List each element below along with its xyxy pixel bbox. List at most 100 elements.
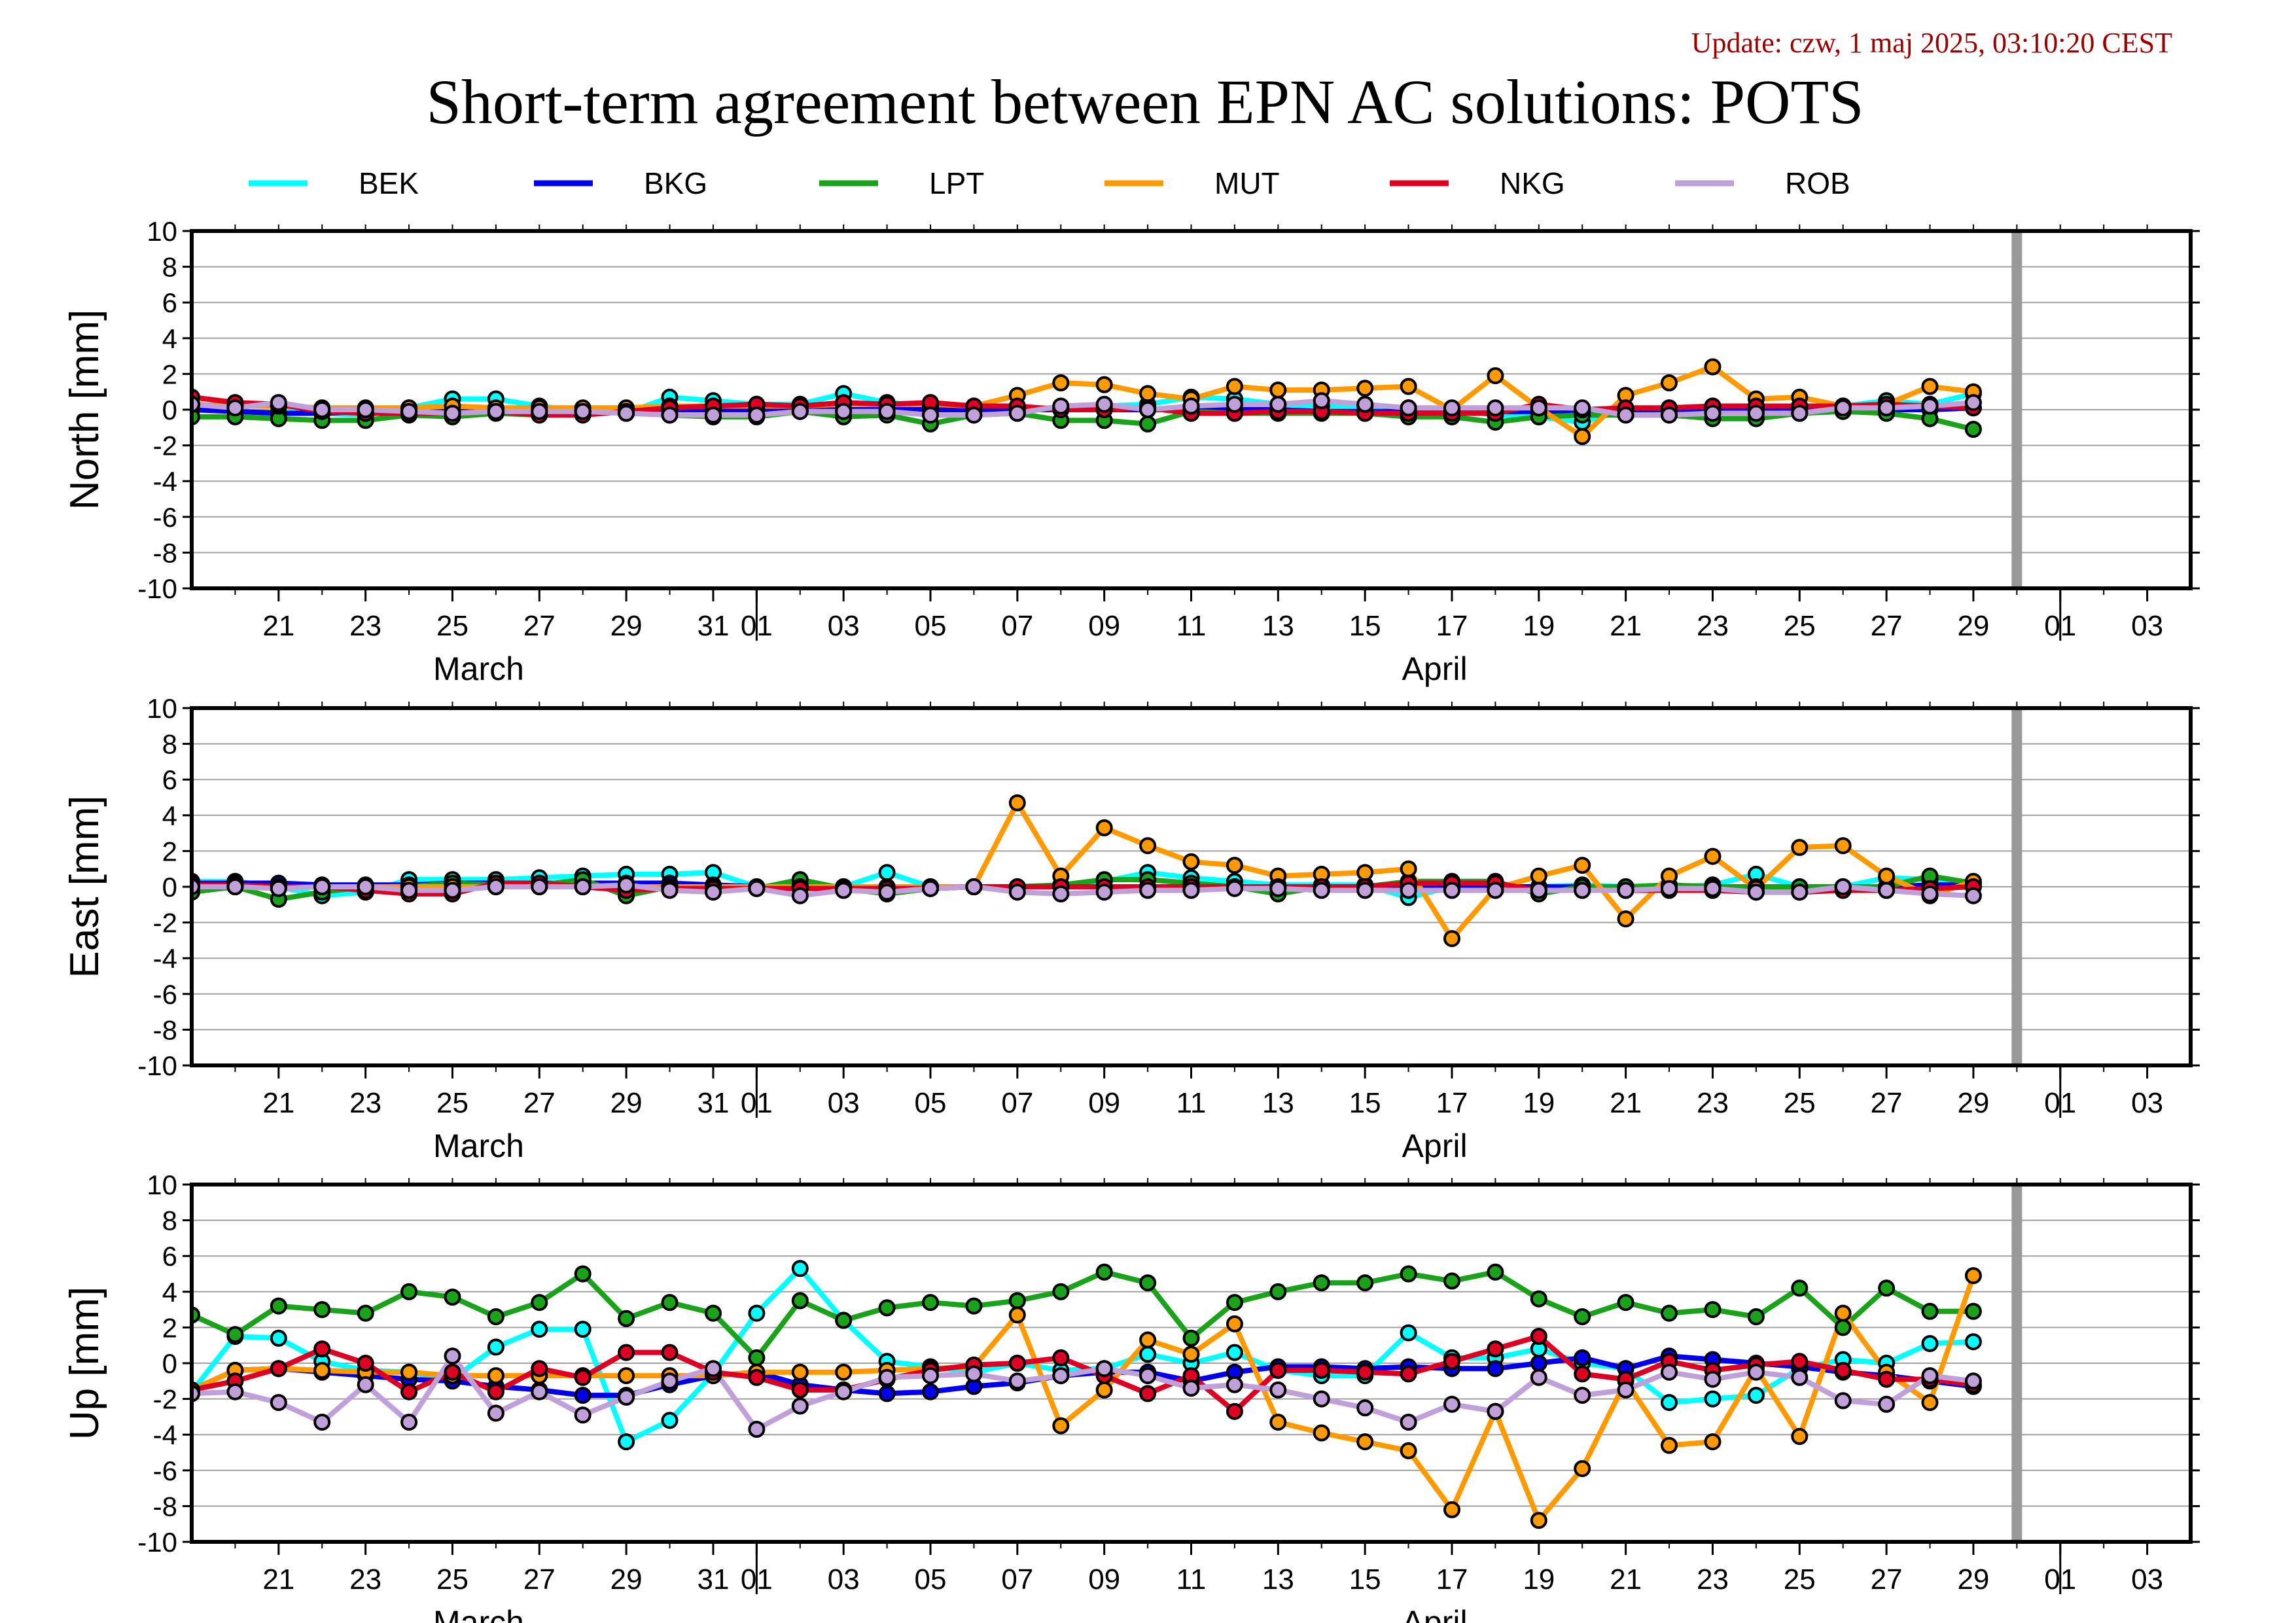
data-point-nkg xyxy=(1834,1361,1852,1379)
data-point-rob xyxy=(531,402,548,420)
data-point-lpt xyxy=(1964,1302,1982,1320)
data-point-rob xyxy=(1921,885,1939,902)
data-point-bek xyxy=(1747,1387,1765,1404)
data-point-lpt xyxy=(226,1326,244,1344)
x-tick-label: 29 xyxy=(610,1563,643,1596)
x-tick-label: 29 xyxy=(610,610,643,642)
legend-label-rob: ROB xyxy=(1785,166,1850,200)
data-point-lpt xyxy=(791,1292,809,1310)
data-point-rob xyxy=(1964,887,1982,904)
data-point-lpt xyxy=(531,1294,548,1311)
data-point-bkg xyxy=(574,1387,592,1404)
data-point-rob xyxy=(791,887,809,904)
data-point-rob xyxy=(705,1360,722,1378)
data-point-rob xyxy=(1356,882,1374,899)
data-point-nkg xyxy=(1139,1385,1157,1402)
x-tick-label: 31 xyxy=(697,610,729,642)
data-point-mut xyxy=(1182,853,1200,870)
plot-frame xyxy=(190,229,2193,590)
data-point-mut xyxy=(1226,1315,1243,1332)
data-point-mut xyxy=(1269,382,1287,399)
x-tick-label: 05 xyxy=(915,1563,947,1596)
data-point-mut xyxy=(1921,378,1939,395)
data-point-lpt xyxy=(1095,1263,1113,1281)
data-point-rob xyxy=(1878,399,1896,417)
data-point-rob xyxy=(1530,399,1547,417)
data-point-rob xyxy=(618,404,635,422)
update-text: Update: czw, 1 maj 2025, 03:10:20 CEST xyxy=(1691,27,2172,59)
series-group xyxy=(192,1260,1982,1529)
data-point-lpt xyxy=(487,1308,504,1325)
x-tick-label: 25 xyxy=(436,1087,468,1119)
x-tick-label: 21 xyxy=(262,1563,294,1596)
x-tick-label: 13 xyxy=(1262,1563,1294,1596)
data-point-nkg xyxy=(1226,1402,1243,1420)
data-point-rob xyxy=(1964,1372,1982,1390)
data-point-mut xyxy=(1226,378,1243,395)
data-point-rob xyxy=(1487,1402,1504,1420)
x-tick-label: 15 xyxy=(1349,610,1381,642)
data-point-rob xyxy=(1791,404,1809,422)
data-point-rob xyxy=(1834,399,1852,417)
y-tick-label: 4 xyxy=(162,1277,177,1308)
data-point-nkg xyxy=(531,1360,548,1378)
data-point-mut xyxy=(1008,1306,1026,1324)
y-tick-label: 2 xyxy=(162,1312,177,1343)
data-point-rob xyxy=(1704,1370,1722,1388)
data-point-rob xyxy=(400,402,418,420)
x-tick-label: 19 xyxy=(1523,1563,1555,1596)
month-label: April xyxy=(1402,1604,1468,1623)
data-point-mut xyxy=(1574,857,1591,874)
x-tick-label: 19 xyxy=(1523,610,1555,642)
x-tick-label: 27 xyxy=(523,610,556,642)
data-point-rob xyxy=(531,878,548,895)
data-point-lpt xyxy=(1617,1294,1634,1311)
data-point-lpt xyxy=(1139,1274,1157,1292)
data-point-rob xyxy=(487,878,504,895)
data-point-rob xyxy=(574,1406,592,1424)
data-point-bek xyxy=(574,1321,592,1338)
x-tick-label: 05 xyxy=(915,1087,947,1119)
data-point-mut xyxy=(1574,428,1591,445)
data-point-mut xyxy=(1704,847,1722,865)
data-point-nkg xyxy=(1574,1365,1591,1383)
data-point-lpt xyxy=(1791,1279,1809,1297)
x-tick-label: 09 xyxy=(1088,1087,1120,1119)
y-tick-label: 6 xyxy=(162,287,177,318)
data-point-rob xyxy=(1617,882,1634,899)
data-point-lpt xyxy=(270,1297,287,1315)
data-point-mut xyxy=(1008,794,1026,812)
data-point-rob xyxy=(1052,1367,1070,1385)
data-point-rob xyxy=(270,394,287,412)
data-point-rob xyxy=(1226,880,1243,897)
data-point-rob xyxy=(1313,392,1330,410)
data-point-rob xyxy=(444,1347,461,1365)
data-point-nkg xyxy=(357,1355,374,1372)
y-tick-label: 2 xyxy=(162,359,177,389)
legend-entry-mut: MUT xyxy=(1104,166,1280,200)
data-point-nkg xyxy=(1530,1328,1547,1345)
data-point-nkg xyxy=(1356,1363,1374,1381)
data-point-nkg xyxy=(270,1360,287,1378)
data-point-lpt xyxy=(1574,1308,1591,1325)
data-point-lpt xyxy=(1052,1283,1070,1300)
y-tick-label: 6 xyxy=(162,1241,177,1272)
data-point-lpt xyxy=(965,1297,983,1315)
legend-entry-bkg: BKG xyxy=(534,166,707,200)
y-tick-label: 8 xyxy=(162,1205,177,1236)
data-point-nkg xyxy=(444,1363,461,1381)
legend-entry-rob: ROB xyxy=(1675,166,1850,200)
data-point-rob xyxy=(1226,395,1243,413)
x-tick-label: 21 xyxy=(1610,1087,1642,1119)
y-tick-label: -2 xyxy=(153,431,177,461)
x-tick-label: 21 xyxy=(262,1087,294,1119)
data-point-rob xyxy=(1095,883,1113,901)
y-tick-label: -6 xyxy=(153,1455,177,1486)
data-point-rob xyxy=(1834,1392,1852,1410)
data-point-bek xyxy=(1964,1333,1982,1351)
data-point-rob xyxy=(1139,401,1157,418)
data-point-mut xyxy=(1095,1381,1113,1399)
data-point-bek xyxy=(748,1304,766,1322)
